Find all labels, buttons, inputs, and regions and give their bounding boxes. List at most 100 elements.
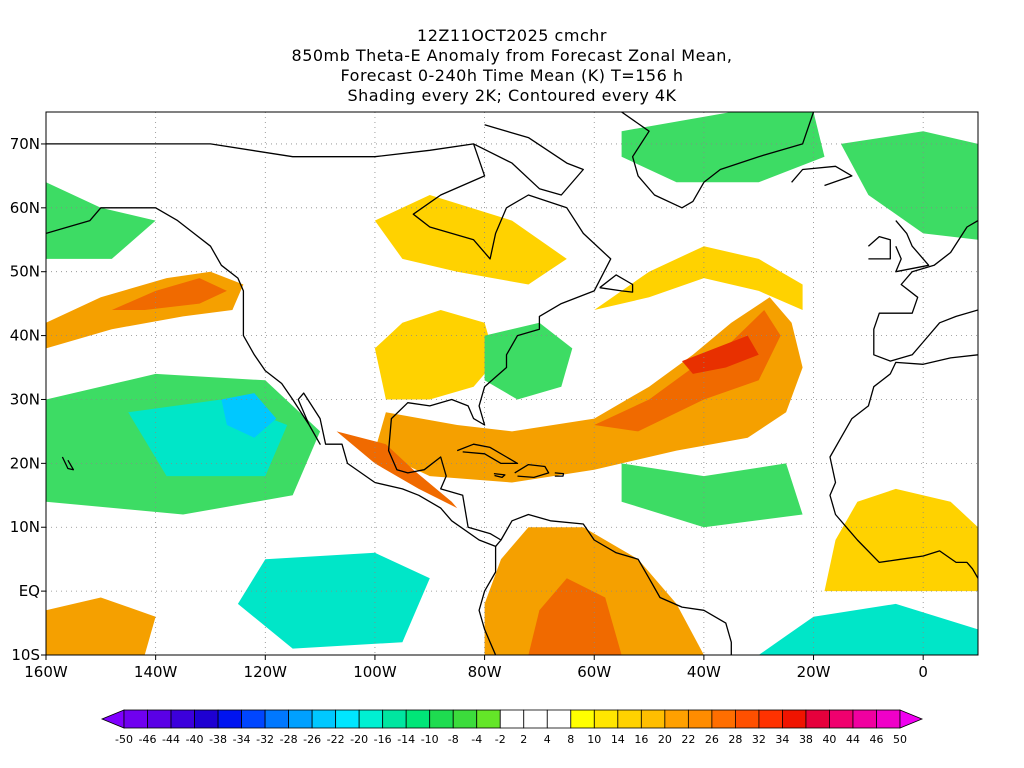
colorbar-label: 2: [520, 733, 527, 746]
colorbar-label: -46: [139, 733, 157, 746]
colorbar-swatch: [405, 709, 431, 729]
lon-tick-label: 160W: [24, 663, 68, 681]
lon-tick-label: 140W: [134, 663, 178, 681]
colorbar-swatch: [264, 709, 290, 729]
colorbar-label: 34: [775, 733, 789, 746]
colorbar-label: 14: [611, 733, 625, 746]
colorbar-swatch: [335, 709, 360, 729]
colorbar-swatch: [358, 709, 384, 729]
lon-tick-label: 40W: [687, 663, 721, 681]
colorbar-label: -2: [495, 733, 506, 746]
coastline-greenland: [621, 112, 815, 209]
coastline-jamaica: [493, 472, 506, 479]
colorbar-label: 46: [869, 733, 883, 746]
colorbar-swatch: [241, 709, 266, 729]
colorbar-swatch: [852, 709, 877, 729]
colorbar-label: 40: [822, 733, 836, 746]
colorbar-label: -28: [280, 733, 298, 746]
colorbar-label: 44: [846, 733, 860, 746]
plot-frame: [45, 111, 979, 656]
coastline-south-america: [500, 513, 732, 655]
colorbar-label: -50: [115, 733, 133, 746]
lat-tick-label: 50N: [10, 263, 40, 281]
colorbar-swatch: [758, 709, 783, 729]
map-axes: 160W 140W 120W 100W 80W 60W 40W 20W 0 70N 60N 50N 40…: [10, 135, 928, 681]
colorbar-label: -26: [303, 733, 321, 746]
coastlines: [46, 112, 978, 655]
colorbar-swatch: [664, 709, 689, 729]
colorbar-swatch: [288, 709, 313, 729]
coastline-cuba: [456, 443, 519, 465]
lat-tick-label: 70N: [10, 135, 40, 153]
colorbar-swatch: [782, 709, 807, 729]
colorbar-label: 32: [752, 733, 766, 746]
anomaly-us-central: [374, 310, 496, 400]
anomaly-western-pacific-warm: [46, 597, 156, 655]
colorbar-swatch: [499, 709, 525, 729]
anomaly-pacific-plume-core: [111, 278, 227, 310]
colorbar-label: 26: [705, 733, 719, 746]
coastline-ireland: [867, 235, 891, 260]
anomaly-gulf-green: [484, 322, 573, 400]
title-line-2: 850mb Theta-E Anomaly from Forecast Zona…: [291, 46, 733, 65]
lon-tick-label: 80W: [468, 663, 502, 681]
lon-tick-label: 60W: [577, 663, 611, 681]
coastline-baffin: [473, 124, 584, 196]
colorbar-label: -14: [397, 733, 415, 746]
colorbar-label: 20: [658, 733, 672, 746]
lat-tick-label: 10S: [11, 646, 40, 664]
colorbar-swatch: [640, 709, 666, 729]
anomaly-greenland-green: [621, 112, 825, 183]
anomaly-eq-pacific-cyan: [237, 552, 430, 649]
anomaly-north-canada: [374, 195, 567, 285]
colorbar-label: -8: [448, 733, 459, 746]
coastline-africa: [829, 354, 978, 579]
coastline-europe: [873, 220, 978, 362]
coastline-newfoundland: [599, 274, 634, 293]
title-line-3: Forecast 0-240h Time Mean (K) T=156 h: [340, 66, 684, 85]
colorbar-swatch: [429, 709, 454, 729]
colorbar-label: -20: [350, 733, 368, 746]
colorbar-swatch: [382, 709, 407, 729]
lon-tick-label: 120W: [244, 663, 288, 681]
colorbar: -50 -46 -44 -40 -38 -34 -32 -28 -26 -22 -20 -16 -14-…: [100, 709, 924, 746]
anomaly-atlantic-green: [621, 463, 803, 528]
lon-tick-label: 100W: [353, 663, 397, 681]
colorbar-label: -22: [327, 733, 345, 746]
lat-tick-label: 30N: [10, 390, 40, 408]
anomaly-pacific-blue: [221, 393, 277, 438]
coastline-south-america-west: [478, 546, 497, 655]
colorbar-swatch: [617, 709, 642, 729]
anomaly-europe-green: [840, 131, 978, 240]
lat-tick-label: 20N: [10, 454, 40, 472]
anomaly-atlantic-plume-core: [594, 310, 781, 432]
coastline-hispaniola: [514, 463, 550, 479]
anomaly-south-america-core: [528, 578, 622, 655]
colorbar-high-arrow: [899, 709, 924, 729]
colorbar-swatch: [711, 709, 736, 729]
colorbar-label: 38: [799, 733, 813, 746]
lon-tick-label: 20W: [797, 663, 831, 681]
colorbar-swatch: [194, 709, 219, 729]
colorbar-swatch: [687, 709, 713, 729]
colorbar-label: -16: [374, 733, 392, 746]
colorbar-label: 28: [728, 733, 742, 746]
colorbar-label: -32: [256, 733, 274, 746]
colorbar-label: 16: [634, 733, 648, 746]
colorbar-label: 22: [681, 733, 695, 746]
colorbar-label: 50: [893, 733, 907, 746]
anomaly-central-america: [336, 431, 474, 528]
lat-lon-grid: [46, 112, 978, 655]
coastline-great-britain: [895, 220, 930, 273]
colorbar-swatch: [217, 709, 242, 729]
coastline-hawaii: [61, 456, 75, 471]
title-line-1: 12Z11OCT2025 cmchr: [417, 26, 607, 45]
colorbar-swatch: [734, 709, 760, 729]
lat-tick-label: 10N: [10, 518, 40, 536]
colorbar-label: 8: [567, 733, 574, 746]
colorbar-swatch: [523, 709, 548, 729]
colorbar-swatch: [593, 709, 619, 729]
lat-tick-label: 40N: [10, 327, 40, 345]
colorbar-label: -38: [209, 733, 227, 746]
